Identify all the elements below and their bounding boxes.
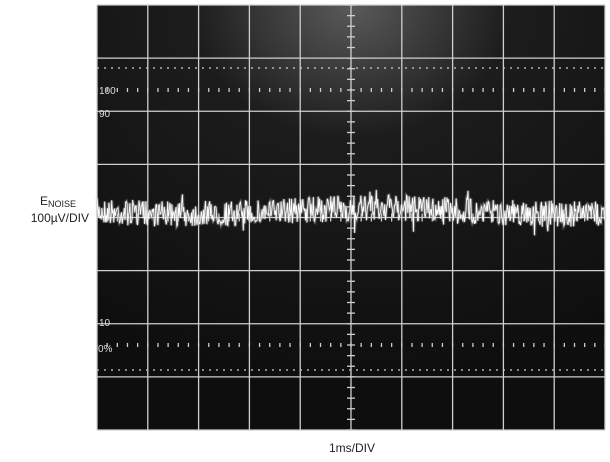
y-label: ENOISE — [40, 194, 76, 209]
graticule-label: 0% — [98, 344, 113, 355]
graticule-label: 90 — [99, 109, 111, 120]
noise-trace — [95, 189, 606, 236]
x-label: 1ms/DIV — [329, 441, 375, 455]
y-label-subscript: NOISE — [48, 199, 76, 209]
y-scale: 100µV/DIV — [31, 211, 89, 225]
graticule-label: 10 — [99, 318, 111, 329]
trace — [96, 189, 605, 236]
y-label-main: E — [40, 194, 48, 208]
graticule-label: 100 — [99, 86, 116, 97]
